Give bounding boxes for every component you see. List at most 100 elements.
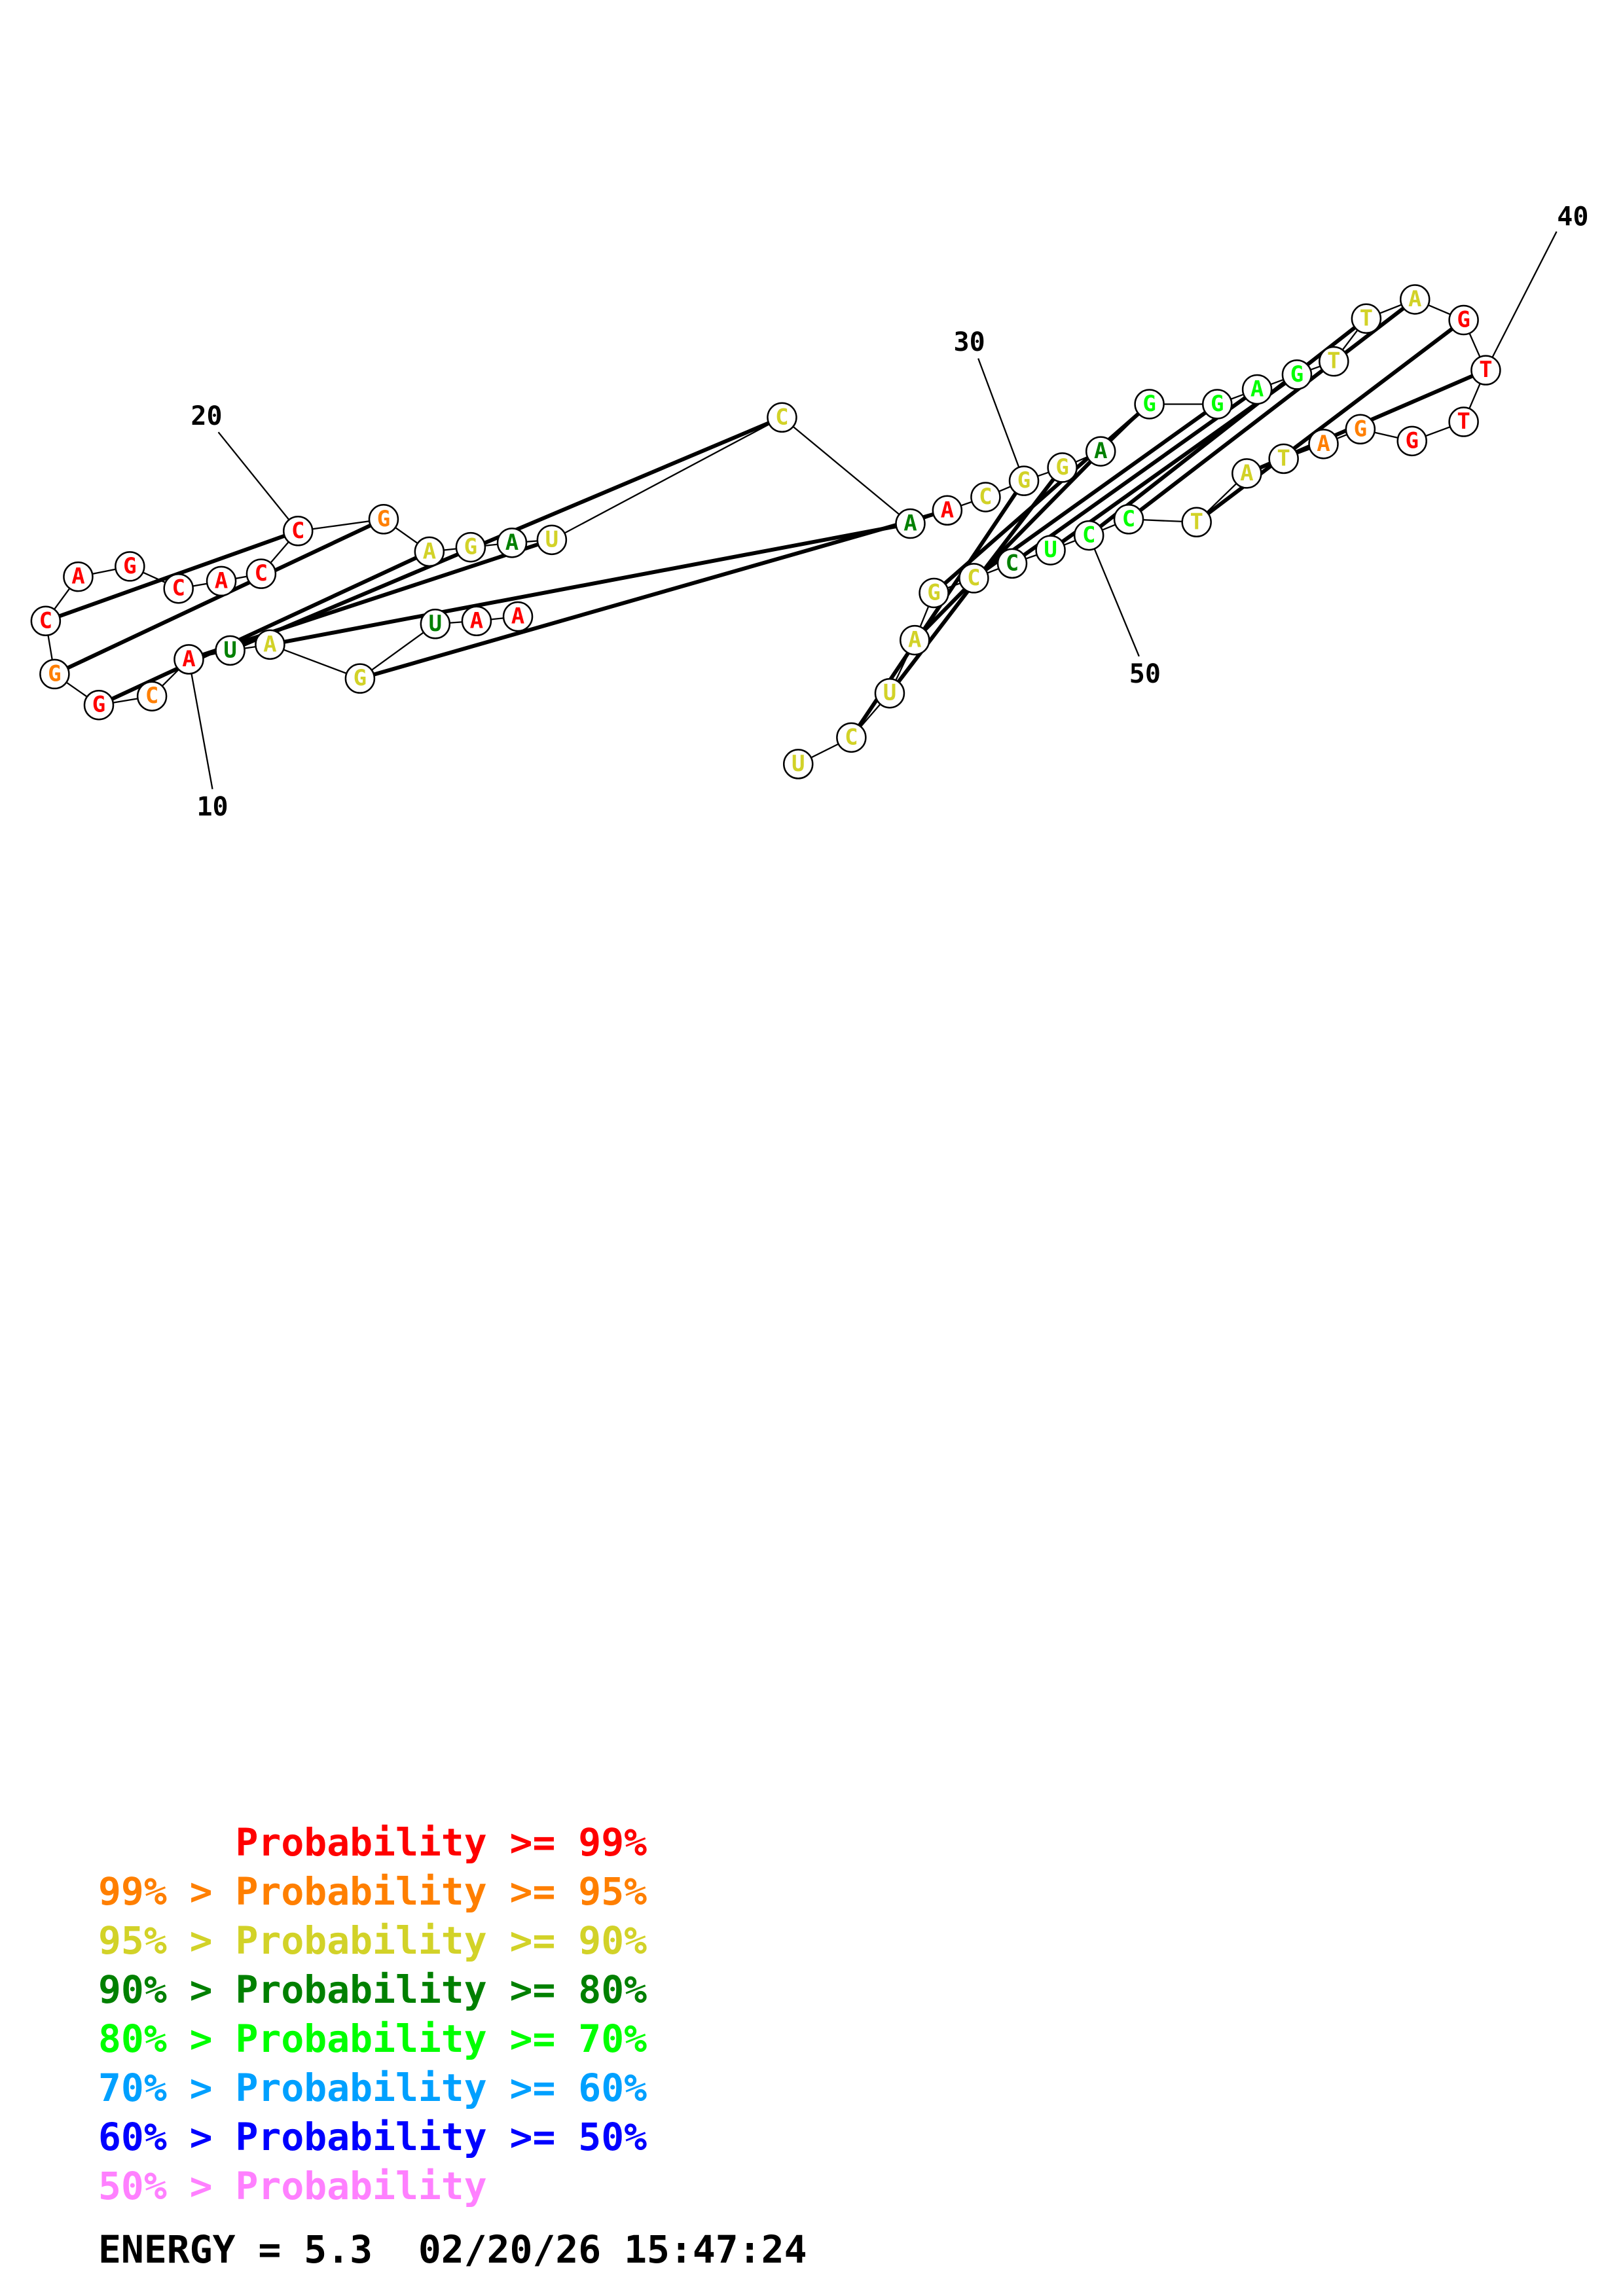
- legend-row-2: 99% > Probability >= 95%: [98, 1869, 647, 1914]
- nucleotide-circle: [1268, 443, 1299, 475]
- nucleotide-letter: C: [1082, 522, 1095, 548]
- nucleotide-letter: C: [979, 484, 992, 510]
- nucleotide-circle: [536, 524, 568, 556]
- base-pair-bond: [359, 508, 948, 681]
- nucleotide-letter: G: [1405, 427, 1418, 454]
- nucleotide-letter: A: [505, 529, 519, 556]
- nucleotide-letter: U: [223, 637, 236, 663]
- base-pair-bond: [932, 403, 1151, 595]
- backbone-segment: [551, 416, 782, 541]
- nucleotide-letter: C: [255, 560, 268, 586]
- nucleotide-circle: [1351, 303, 1382, 334]
- nucleotide-circle: [1281, 359, 1313, 390]
- backbone-segment: [270, 643, 361, 679]
- base-pair-bond: [54, 517, 385, 676]
- nucleotide-letter: T: [1277, 445, 1290, 471]
- nucleotide-letter: A: [511, 603, 524, 630]
- backbone: [45, 298, 1487, 765]
- nucleotide-letter: G: [927, 579, 940, 605]
- nucleotide-circle: [1399, 284, 1431, 315]
- nucleotide-letter: A: [903, 511, 917, 537]
- nucleotide-circle: [206, 565, 237, 597]
- nucleotide-circle: [1008, 465, 1040, 496]
- nucleotide-circle: [767, 402, 797, 433]
- nucleotide-circle: [63, 561, 94, 592]
- legend-row-7: 60% > Probability >= 50%: [98, 2115, 647, 2159]
- nucleotide-letter: C: [845, 724, 858, 750]
- nucleotide-letter: A: [71, 564, 84, 590]
- nucleotide-circle: [1085, 436, 1116, 467]
- nucleotide-circle: [163, 573, 194, 604]
- nucleotide-circle: [215, 635, 246, 666]
- nucleotide-circle: [996, 548, 1028, 579]
- nucleotide-circle: [836, 722, 867, 753]
- nucleotide-circle: [173, 644, 204, 675]
- nucleotide-letter: A: [1240, 460, 1253, 486]
- nucleotide-circle: [455, 531, 486, 563]
- nucleotide-circle: [344, 663, 376, 694]
- base-pairs: [45, 298, 1487, 739]
- nucleotide-letter: T: [1327, 348, 1340, 374]
- legend-row-6: 70% > Probability >= 60%: [98, 2066, 647, 2110]
- nucleotide-letter: C: [145, 683, 158, 709]
- nucleotide-circle: [932, 495, 963, 526]
- nucleotide-letter: A: [423, 538, 436, 564]
- nucleotide-circle: [1073, 520, 1104, 551]
- nucleotide-letter: A: [470, 607, 483, 634]
- nucleotide-circle: [246, 558, 277, 589]
- nucleotide-circle: [1113, 504, 1144, 535]
- nucleotide-circle: [1231, 458, 1262, 489]
- nucleotide-circle: [1241, 374, 1273, 405]
- nucleotide-circle: [461, 605, 492, 637]
- nucleotide-letter: G: [1142, 391, 1156, 417]
- nucleotide-letter: C: [1006, 550, 1019, 576]
- nucleotide-circle: [83, 689, 115, 721]
- nucleotide-circle: [115, 551, 145, 582]
- legend-row-8: 50% > Probability: [98, 2164, 487, 2208]
- backbone-segment: [781, 416, 911, 524]
- nucleotide-circle: [1470, 355, 1501, 386]
- nucleotide-letter: G: [1055, 454, 1068, 480]
- position-label: 30: [954, 327, 985, 357]
- nucleotide-letter: T: [1457, 408, 1470, 435]
- position-tick-line: [188, 659, 213, 789]
- nucleotide-circle: [255, 629, 285, 660]
- nucleotide-circle: [1396, 425, 1427, 457]
- base-pair-bond: [913, 450, 1103, 642]
- nucleotide-letter: G: [92, 692, 105, 718]
- nucleotide-circle: [1319, 346, 1349, 377]
- legend-row-1: Probability >= 99%: [98, 1820, 647, 1865]
- nucleotide-letter: G: [48, 660, 61, 687]
- nucleotide-letter: T: [1479, 357, 1492, 383]
- position-tick-line: [1088, 535, 1140, 657]
- nucleotide-letter: A: [941, 497, 954, 523]
- nucleotide-letter: U: [883, 680, 896, 706]
- position-markers: 10 20 30 40 50: [188, 202, 1588, 822]
- base-pair-bond: [98, 550, 431, 707]
- nucleotide-letter: T: [1190, 509, 1203, 535]
- nucleotide-letter: T: [1360, 305, 1373, 331]
- legend-row-5: 80% > Probability >= 70%: [98, 2017, 647, 2061]
- nucleotide-circle: [919, 577, 949, 609]
- backbone-segment: [359, 623, 436, 679]
- nucleotide-letter: A: [263, 631, 276, 657]
- base-pair-bond: [1195, 318, 1465, 524]
- nucleotide-letter: G: [354, 665, 367, 691]
- legend-row-3: 95% > Probability >= 90%: [98, 1918, 647, 1963]
- legend-row-4: 90% > Probability >= 80%: [98, 1967, 647, 2012]
- nucleotide-letter: A: [182, 646, 195, 672]
- nucleotide-letter: A: [215, 567, 228, 594]
- nucleotide-circle: [1308, 429, 1339, 459]
- nucleotide-letter: C: [1122, 506, 1135, 532]
- nucleotide-circle: [874, 677, 905, 709]
- nucleotide-circle: [39, 658, 70, 690]
- nucleotide-letter: G: [1290, 361, 1304, 387]
- nucleotide-circle: [900, 624, 930, 656]
- nucleotide-circle: [1448, 304, 1479, 336]
- nucleotide-letter: A: [908, 627, 921, 653]
- nucleotide-letter: G: [123, 553, 136, 579]
- position-label: 10: [196, 792, 228, 822]
- nucleotide-circle: [1202, 389, 1233, 420]
